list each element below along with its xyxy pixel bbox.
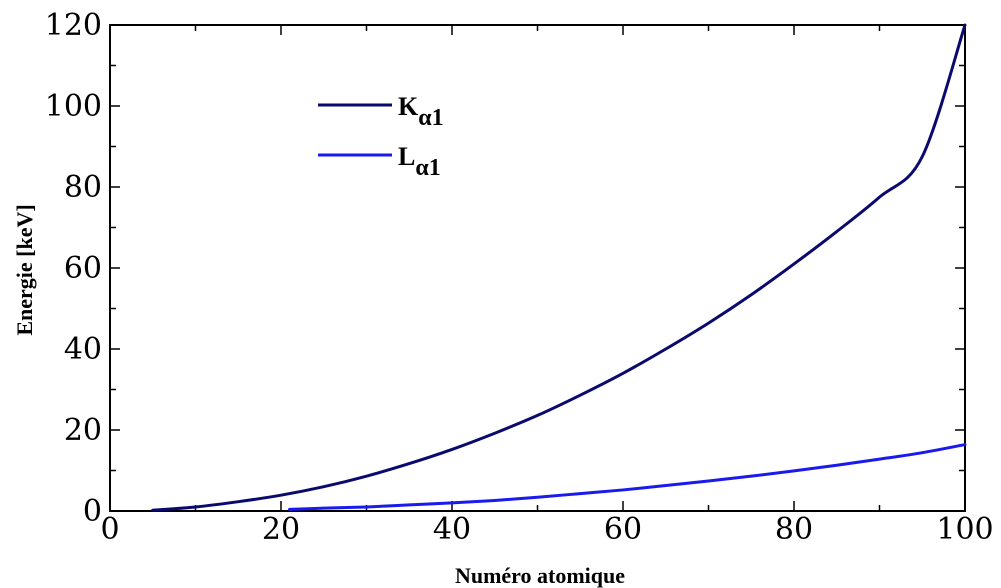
legend-label-k-alpha1: Kα1	[398, 92, 444, 131]
x-tick-label: 20	[262, 512, 300, 547]
legend-label-l-alpha1: Lα1	[398, 142, 441, 181]
y-tick-label: 100	[45, 89, 102, 124]
series-line-l-alpha1	[288, 443, 967, 511]
series-lines	[151, 23, 967, 512]
x-tick-label: 80	[775, 512, 813, 547]
y-tick-label: 80	[64, 170, 102, 205]
y-tick-label: 40	[64, 332, 102, 367]
y-tick-label: 20	[64, 413, 102, 448]
x-tick-label: 60	[604, 512, 642, 547]
x-tick-label: 0	[100, 512, 119, 547]
x-tick-label: 40	[433, 512, 471, 547]
y-tick-label: 0	[83, 494, 102, 529]
tick-labels: 0 20 40 60 80 100 0 20 40 60 80 100 120	[45, 8, 994, 547]
y-tick-label: 60	[64, 251, 102, 286]
axis-ticks	[109, 24, 966, 512]
plot-frame	[109, 24, 966, 512]
x-tick-label: 100	[936, 512, 993, 547]
legend: Kα1 Lα1	[318, 92, 444, 181]
series-line-k-alpha1	[151, 23, 967, 512]
x-axis-title: Numéro atomique	[455, 563, 625, 588]
y-axis-title: Energie [keV]	[12, 204, 37, 335]
y-tick-label: 120	[45, 8, 102, 43]
